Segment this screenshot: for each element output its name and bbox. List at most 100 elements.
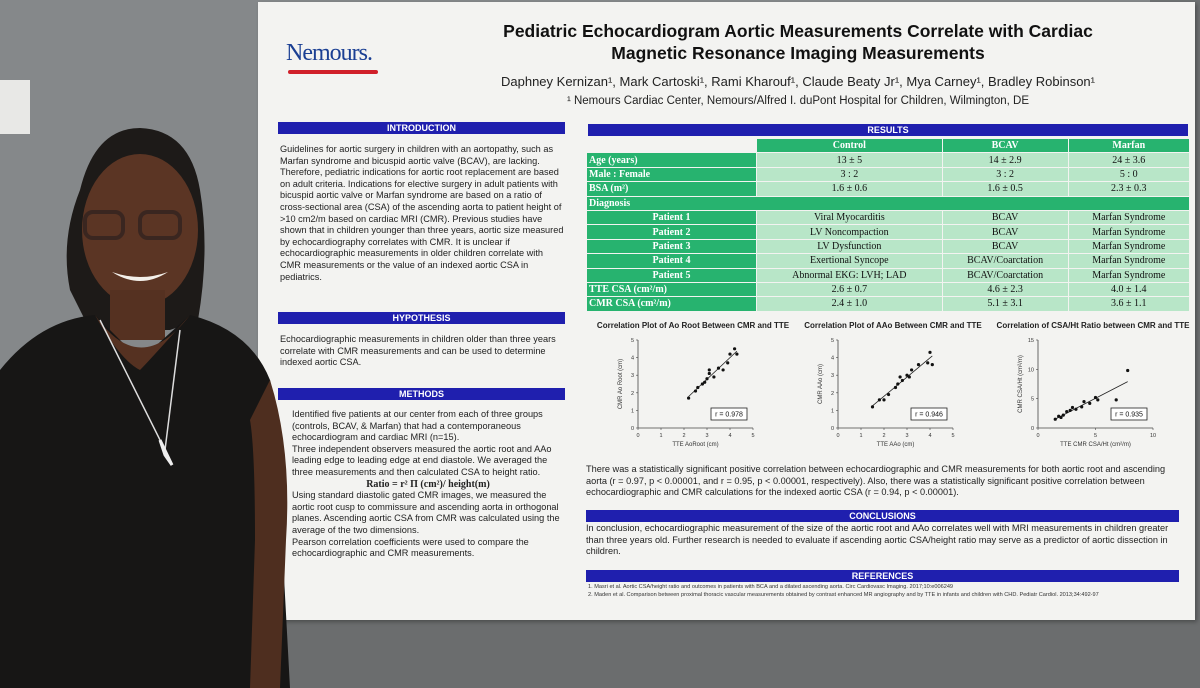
data-point <box>1093 395 1098 400</box>
data-point <box>898 375 902 379</box>
data-point <box>716 366 721 370</box>
methods-paragraph: Using standard diastolic gated CMR image… <box>292 490 560 535</box>
y-tick-label: 5 <box>1031 397 1034 403</box>
results-table: Control BCAV Marfan Age (years) 13 ± 5 14 ± 2… <box>586 137 1191 312</box>
table-row: Patient 2 LV Noncompaction BCAV Marfan Synd… <box>586 224 1191 240</box>
data-point <box>1114 398 1118 402</box>
table-cell: LV Dysfunction <box>756 238 943 255</box>
table-row: Patient 5 Abnormal EKG: LVH; LAD BCAV/Coar… <box>586 267 1191 283</box>
intro-text: Guidelines for aortic surgery in childre… <box>280 144 564 282</box>
table-cell: Exertional Syncope <box>756 253 943 269</box>
plot-title: Correlation Plot of AAo Between CMR and … <box>804 321 982 330</box>
table-cell: 5.1 ± 3.1 <box>941 296 1069 312</box>
data-point <box>1068 408 1072 412</box>
row-label: CMR CSA (cm²/m) <box>586 296 757 312</box>
table-cell: 2.4 ± 1.0 <box>756 296 943 312</box>
y-tick-label: 1 <box>631 408 634 414</box>
x-tick-label: 3 <box>705 433 708 439</box>
table-row: Control BCAV Marfan <box>586 137 1191 154</box>
data-point <box>887 392 891 397</box>
data-point <box>870 405 875 409</box>
table-cell: Marfan Syndrome <box>1067 209 1191 226</box>
table-cell: 1.6 ± 0.6 <box>756 181 943 197</box>
column-header: BCAV <box>941 137 1069 154</box>
row-label: TTE CSA (cm²/m) <box>586 281 757 298</box>
table-row: BSA (m²) 1.6 ± 0.6 1.6 ± 0.5 2.3 ± 0.3 <box>586 181 1191 197</box>
annotation-box <box>910 407 948 421</box>
data-point <box>733 347 737 351</box>
authors: Daphney Kernizan¹, Mark Cartoski¹, Rami … <box>418 74 1178 89</box>
conclusions-text: In conclusion, echocardiographic measure… <box>586 523 1169 557</box>
methods-paragraph: Three independent observers measured the… <box>292 443 552 477</box>
data-point <box>930 363 934 367</box>
x-tick-label: 10 <box>1150 433 1156 439</box>
table-cell: 1.6 ± 0.5 <box>941 181 1069 197</box>
section-heading: REFERENCES <box>586 570 1179 582</box>
y-tick-label: 2 <box>831 391 834 397</box>
logo: Nemours. <box>286 40 373 66</box>
x-tick-label: 2 <box>682 433 685 439</box>
table-cell: Viral Myocarditis <box>756 209 943 226</box>
reference: 1. Masri et al. Aortic CSA/height ratio … <box>588 584 954 590</box>
data-point <box>735 352 739 356</box>
title-line: Magnetic Resonance Imaging Measurements <box>611 43 985 63</box>
data-point <box>907 375 911 379</box>
methods-paragraph: Pearson correlation coefficients were us… <box>292 536 529 559</box>
table-cell: Marfan Syndrome <box>1067 224 1191 240</box>
table-cell: 13 ± 5 <box>756 152 943 168</box>
table-cell: BCAV/Coarctation <box>941 253 1069 269</box>
row-label: BSA (m²) <box>586 181 757 197</box>
x-tick-label: 0 <box>636 433 639 439</box>
data-point <box>905 373 909 377</box>
data-point <box>910 368 914 372</box>
table-cell: 3 : 2 <box>941 166 1069 183</box>
scatter-plot: Correlation Plot of AAo Between CMR and … <box>804 321 982 448</box>
section-heading: INTRODUCTION <box>278 122 565 134</box>
data-point <box>882 398 886 402</box>
y-tick-label: 0 <box>631 426 634 432</box>
methods-paragraph: Identified five patients at our center f… <box>292 409 543 443</box>
table-row: TTE CSA (cm²/m) 2.6 ± 0.7 4.6 ± 2.3 4.0 ± 1… <box>586 281 1191 298</box>
plot-title: Correlation of CSA/Ht Ratio between CMR … <box>997 321 1191 330</box>
data-point <box>1074 407 1078 411</box>
x-tick-label: 0 <box>836 433 839 439</box>
y-axis-label: CMR Ao Root (cm) <box>618 359 624 409</box>
y-tick-label: 0 <box>831 426 834 432</box>
data-point <box>1059 415 1063 420</box>
affiliation: ¹ Nemours Cardiac Center, Nemours/Alfred… <box>566 95 1030 107</box>
data-point <box>1065 409 1069 414</box>
data-point <box>1096 398 1100 402</box>
table-cell: 2.6 ± 0.7 <box>756 281 943 298</box>
annotation: r = 0.935 <box>1115 412 1143 419</box>
table-cell: 3.6 ± 1.1 <box>1067 296 1191 312</box>
y-tick-label: 3 <box>631 373 634 379</box>
section-heading: METHODS <box>278 388 565 400</box>
data-point <box>707 371 711 376</box>
table-corner <box>586 137 757 154</box>
column-header: Marfan <box>1067 137 1191 154</box>
table-cell: BCAV <box>941 238 1069 255</box>
table-row: Patient 1 Viral Myocarditis BCAV Marfan Syn… <box>586 209 1191 226</box>
row-label: Patient 3 <box>586 238 757 255</box>
person <box>0 128 290 688</box>
x-tick-label: 1 <box>859 433 862 439</box>
x-tick-label: 5 <box>751 433 754 439</box>
data-point <box>1126 368 1130 373</box>
plot-title: Correlation Plot of Ao Root Between CMR … <box>597 321 790 330</box>
y-tick-label: 0 <box>1031 426 1034 432</box>
trend-line <box>688 350 738 397</box>
table-cell: 2.3 ± 0.3 <box>1067 181 1191 197</box>
y-axis-label: CMR CSA/Ht (cm²/m) <box>1018 355 1024 413</box>
methods-text: Identified five patients at our center f… <box>292 409 564 560</box>
row-label: Patient 5 <box>586 267 757 283</box>
section-heading: HYPOTHESIS <box>278 312 565 324</box>
data-point <box>687 396 691 400</box>
y-tick-label: 5 <box>631 338 634 344</box>
data-point <box>726 361 730 365</box>
table-cell: Abnormal EKG: LVH; LAD <box>756 267 943 283</box>
y-tick-label: 3 <box>831 373 834 379</box>
row-label: Male : Female <box>586 166 757 183</box>
table-cell: BCAV <box>941 209 1069 226</box>
author: Claude Beaty Jr¹, <box>802 74 903 89</box>
